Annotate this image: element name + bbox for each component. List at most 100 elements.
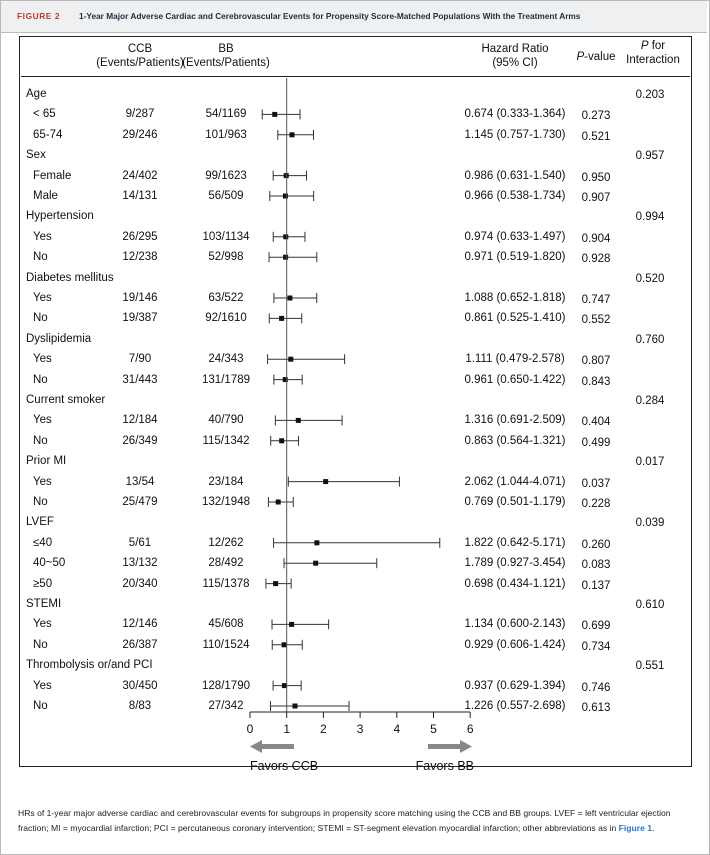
hr-column-header: Hazard Ratio (95% CI) [470, 42, 560, 70]
ccb-events-value: 8/83 [128, 700, 152, 712]
bb-events-value: 115/1342 [202, 434, 250, 447]
bb-events-value: 115/1378 [202, 577, 250, 590]
ccb-events-value: 31/443 [122, 373, 158, 386]
hazard-ratio-text: 0.974 (0.633-1.497) [464, 230, 566, 243]
hazard-ratio-text: 1.111 (0.479-2.578) [465, 353, 565, 366]
subgroup-row-label: Yes [33, 292, 52, 304]
subgroup-heading: STEMI [26, 598, 62, 610]
subgroup-row-label: No [33, 373, 48, 386]
subgroup-heading: Thrombolysis or/and PCI [26, 659, 153, 672]
p-value: 0.807 [581, 355, 611, 368]
bb-events-value: 99/1623 [205, 169, 247, 182]
hazard-ratio-text: 0.929 (0.606-1.424) [464, 638, 566, 651]
p-value: 0.260 [581, 538, 611, 551]
bb-events-value: 12/262 [208, 536, 244, 549]
bb-events-value: 63/522 [208, 292, 244, 304]
ccb-events-value: 19/146 [122, 292, 158, 304]
ccb-events-value: 12/184 [122, 414, 158, 427]
subgroup-row-label: Yes [33, 475, 52, 488]
pint-header-rest: for [648, 40, 666, 52]
ccb-header-line1: CCB [127, 43, 153, 55]
subgroup-heading: LVEF [26, 516, 54, 529]
p-value: 0.552 [581, 314, 611, 327]
subgroup-row-label: Yes [33, 618, 52, 631]
ccb-events-value: 26/349 [122, 434, 158, 447]
subgroup-heading: Sex [26, 149, 46, 162]
hazard-ratio-point [289, 132, 295, 138]
figure-1-link[interactable]: Figure 1 [618, 822, 653, 833]
hazard-ratio-text: 1.226 (0.557-2.698) [464, 700, 566, 712]
ccb-events-value: 9/287 [125, 108, 155, 121]
hazard-ratio-text: 0.674 (0.333-1.364) [464, 108, 566, 121]
bb-events-value: 128/1790 [202, 679, 250, 692]
hazard-ratio-point [281, 683, 287, 689]
hazard-ratio-point [273, 581, 279, 587]
subgroup-heading: Hypertension [26, 210, 94, 223]
x-axis-tick-label: 5 [430, 722, 437, 736]
subgroup-row-label: No [33, 496, 48, 508]
subgroup-heading: Dyslipidemia [26, 332, 92, 345]
p-value: 0.699 [581, 620, 611, 633]
hazard-ratio-point [288, 356, 294, 362]
subgroup-heading: Prior MI [26, 455, 67, 468]
p-value: 0.521 [581, 130, 611, 143]
p-value: 0.734 [581, 640, 611, 653]
bb-events-value: 54/1169 [205, 108, 247, 121]
subgroup-row-label: ≥50 [33, 577, 53, 590]
bb-column-header: BB (Events/Patients) [178, 42, 274, 70]
hr-header-line1: Hazard Ratio [481, 43, 549, 55]
hazard-ratio-point [272, 111, 278, 117]
p-value: 0.273 [581, 110, 611, 123]
p-value: 0.747 [581, 294, 611, 306]
subgroup-row-label: No [33, 700, 48, 712]
ccb-events-value: 13/54 [125, 475, 155, 488]
subgroup-row-label: < 65 [33, 108, 56, 121]
hazard-ratio-point [282, 377, 288, 383]
ccb-events-value: 26/387 [122, 638, 158, 651]
x-axis-tick-label: 3 [357, 722, 364, 736]
p-value: 0.228 [581, 498, 611, 510]
figure-title: 1-Year Major Adverse Cardiac and Cerebro… [79, 11, 581, 21]
ccb-events-value: 12/238 [122, 251, 158, 264]
bb-events-value: 110/1524 [202, 638, 250, 651]
favors-ccb-arrow-head [250, 740, 262, 753]
hazard-ratio-point [292, 703, 298, 709]
bb-events-value: 40/790 [208, 414, 244, 427]
p-interaction-value: 0.610 [635, 599, 665, 611]
subgroup-heading: Age [26, 88, 47, 100]
hazard-ratio-text: 0.698 (0.434-1.121) [464, 577, 566, 590]
ccb-events-value: 13/132 [122, 557, 158, 570]
p-interaction-value: 0.017 [635, 456, 665, 469]
hazard-ratio-point [283, 173, 289, 179]
bb-events-value: 92/1610 [205, 312, 247, 325]
bb-header-line2: (Events/Patients) [182, 57, 270, 69]
ccb-events-value: 19/387 [122, 312, 158, 325]
subgroup-row-label: 40~50 [33, 557, 66, 570]
hazard-ratio-text: 0.863 (0.564-1.321) [464, 434, 566, 447]
ccb-column-header: CCB (Events/Patients) [92, 42, 188, 70]
forest-plot-panel [19, 36, 692, 767]
subgroup-row-label: Yes [33, 679, 52, 692]
subgroup-row-label: No [33, 638, 48, 651]
hazard-ratio-point [287, 295, 293, 301]
subgroup-row-label: Yes [33, 230, 52, 243]
ccb-events-value: 5/61 [128, 536, 152, 549]
hazard-ratio-text: 1.145 (0.757-1.730) [464, 128, 566, 141]
hazard-ratio-point [282, 193, 288, 199]
footnote-end: . [652, 822, 655, 833]
ccb-events-value: 30/450 [122, 679, 158, 692]
p-value: 0.083 [581, 559, 611, 572]
ccb-header-line2: (Events/Patients) [96, 57, 184, 69]
favors-bb-arrow-head [460, 740, 472, 753]
subgroup-row-label: Female [33, 169, 72, 182]
subgroup-row-label: 65-74 [33, 128, 63, 141]
p-interaction-value: 0.551 [635, 660, 665, 673]
hazard-ratio-text: 0.966 (0.538-1.734) [464, 190, 566, 202]
subgroup-row-label: Male [33, 190, 58, 202]
hazard-ratio-text: 0.769 (0.501-1.179) [464, 496, 566, 508]
hazard-ratio-text: 0.961 (0.650-1.422) [464, 373, 566, 386]
ccb-events-value: 12/146 [122, 618, 158, 631]
pvalue-header-p: P [576, 51, 585, 63]
pint-header-p: P [640, 40, 649, 52]
